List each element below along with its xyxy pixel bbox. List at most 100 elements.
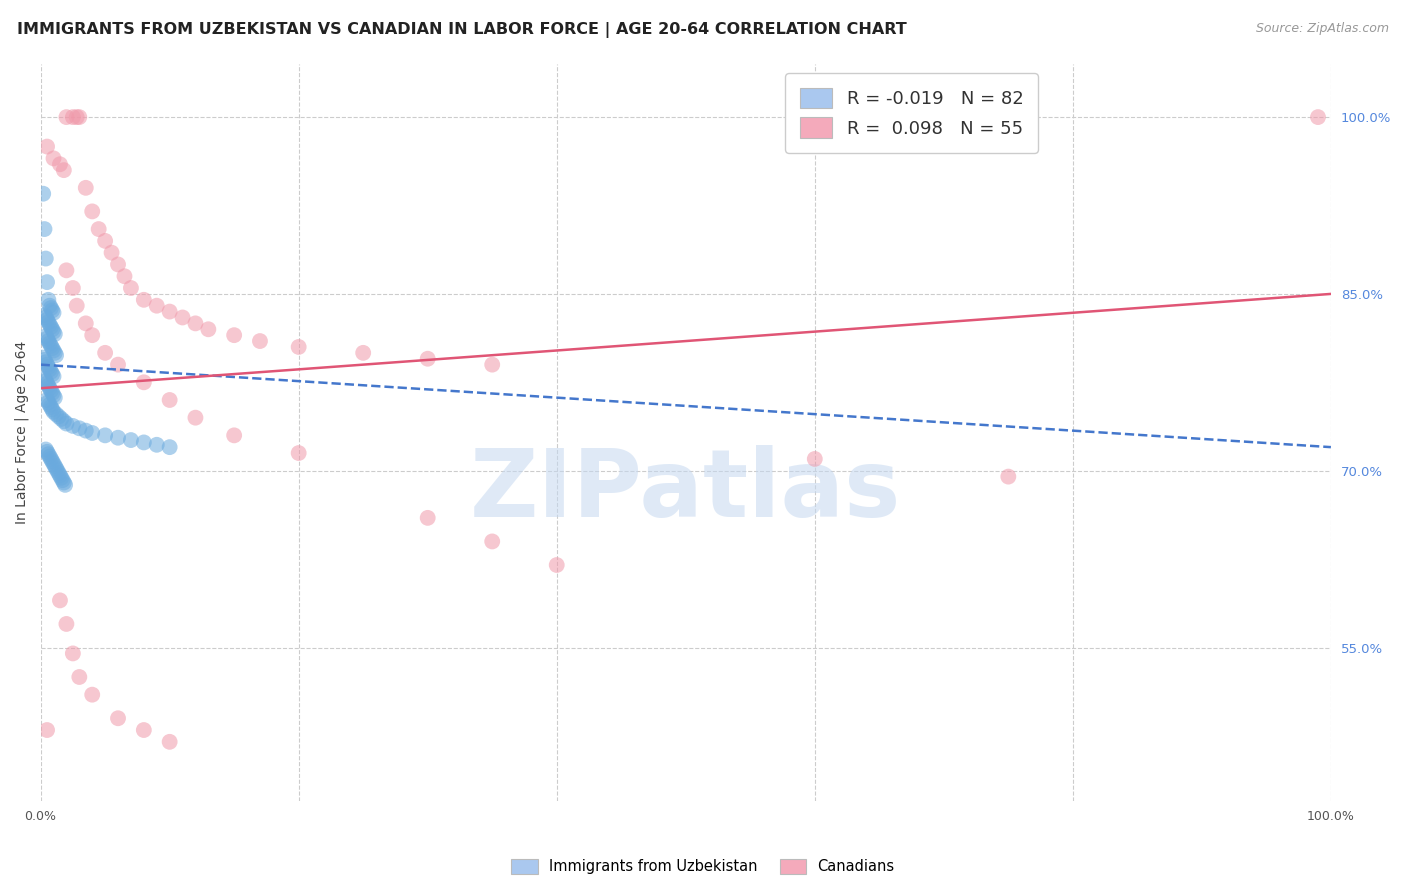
Point — [34, 352, 56, 367]
Point — [32, 186, 55, 201]
Point — [416, 511, 439, 525]
Legend: Immigrants from Uzbekistan, Canadians: Immigrants from Uzbekistan, Canadians — [506, 853, 900, 880]
Point — [55, 110, 77, 124]
Point — [120, 281, 142, 295]
Point — [416, 351, 439, 366]
Point — [62, 281, 84, 295]
Point — [94, 346, 117, 360]
Point — [94, 428, 117, 442]
Point — [352, 346, 374, 360]
Point — [42, 343, 65, 358]
Point — [35, 358, 58, 372]
Point — [51, 412, 73, 426]
Point — [39, 400, 62, 414]
Point — [159, 304, 181, 318]
Point — [159, 392, 181, 407]
Point — [45, 407, 67, 421]
Point — [67, 670, 90, 684]
Point — [41, 367, 63, 381]
Point — [37, 334, 59, 348]
Point — [39, 301, 62, 315]
Point — [51, 473, 73, 487]
Point — [42, 152, 65, 166]
Point — [107, 257, 129, 271]
Point — [82, 328, 104, 343]
Point — [34, 308, 56, 322]
Point — [35, 310, 58, 325]
Point — [481, 358, 503, 372]
Point — [82, 688, 104, 702]
Point — [82, 425, 104, 440]
Point — [35, 445, 58, 459]
Point — [49, 468, 72, 483]
Point — [42, 388, 65, 402]
Point — [75, 317, 97, 331]
Point — [37, 359, 59, 374]
Point — [38, 318, 60, 332]
Legend: R = -0.019   N = 82, R =  0.098   N = 55: R = -0.019 N = 82, R = 0.098 N = 55 — [786, 73, 1038, 153]
Point — [41, 454, 63, 468]
Point — [38, 381, 60, 395]
Point — [38, 336, 60, 351]
Point — [62, 110, 84, 124]
Point — [66, 110, 89, 124]
Point — [184, 317, 207, 331]
Point — [75, 181, 97, 195]
Point — [75, 424, 97, 438]
Point — [41, 385, 63, 400]
Point — [39, 339, 62, 353]
Point — [44, 326, 66, 341]
Point — [32, 351, 55, 365]
Point — [45, 461, 67, 475]
Point — [184, 410, 207, 425]
Text: IMMIGRANTS FROM UZBEKISTAN VS CANADIAN IN LABOR FORCE | AGE 20-64 CORRELATION CH: IMMIGRANTS FROM UZBEKISTAN VS CANADIAN I… — [17, 22, 907, 38]
Point — [100, 245, 122, 260]
Point — [39, 319, 62, 334]
Point — [35, 139, 58, 153]
Point — [67, 421, 90, 435]
Point — [114, 269, 136, 284]
Point — [35, 275, 58, 289]
Point — [35, 355, 58, 369]
Point — [51, 471, 73, 485]
Point — [197, 322, 219, 336]
Point — [34, 372, 56, 386]
Point — [481, 534, 503, 549]
Point — [35, 313, 58, 327]
Point — [34, 222, 56, 236]
Point — [52, 414, 75, 428]
Point — [132, 435, 155, 450]
Point — [49, 593, 72, 607]
Point — [132, 723, 155, 737]
Point — [39, 451, 62, 466]
Point — [120, 433, 142, 447]
Point — [1306, 110, 1329, 124]
Point — [52, 163, 75, 178]
Point — [38, 362, 60, 376]
Point — [172, 310, 194, 325]
Point — [38, 299, 60, 313]
Point — [107, 711, 129, 725]
Point — [35, 723, 58, 737]
Point — [41, 322, 63, 336]
Point — [46, 464, 69, 478]
Point — [37, 395, 59, 409]
Point — [37, 447, 59, 461]
Point — [997, 469, 1019, 483]
Point — [35, 329, 58, 343]
Point — [49, 157, 72, 171]
Point — [132, 376, 155, 390]
Point — [159, 440, 181, 454]
Point — [35, 392, 58, 407]
Point — [67, 110, 90, 124]
Point — [37, 315, 59, 329]
Point — [48, 466, 70, 480]
Point — [44, 458, 66, 473]
Point — [35, 374, 58, 388]
Point — [44, 391, 66, 405]
Point — [107, 358, 129, 372]
Point — [42, 405, 65, 419]
Point — [287, 340, 309, 354]
Point — [145, 438, 167, 452]
Point — [45, 348, 67, 362]
